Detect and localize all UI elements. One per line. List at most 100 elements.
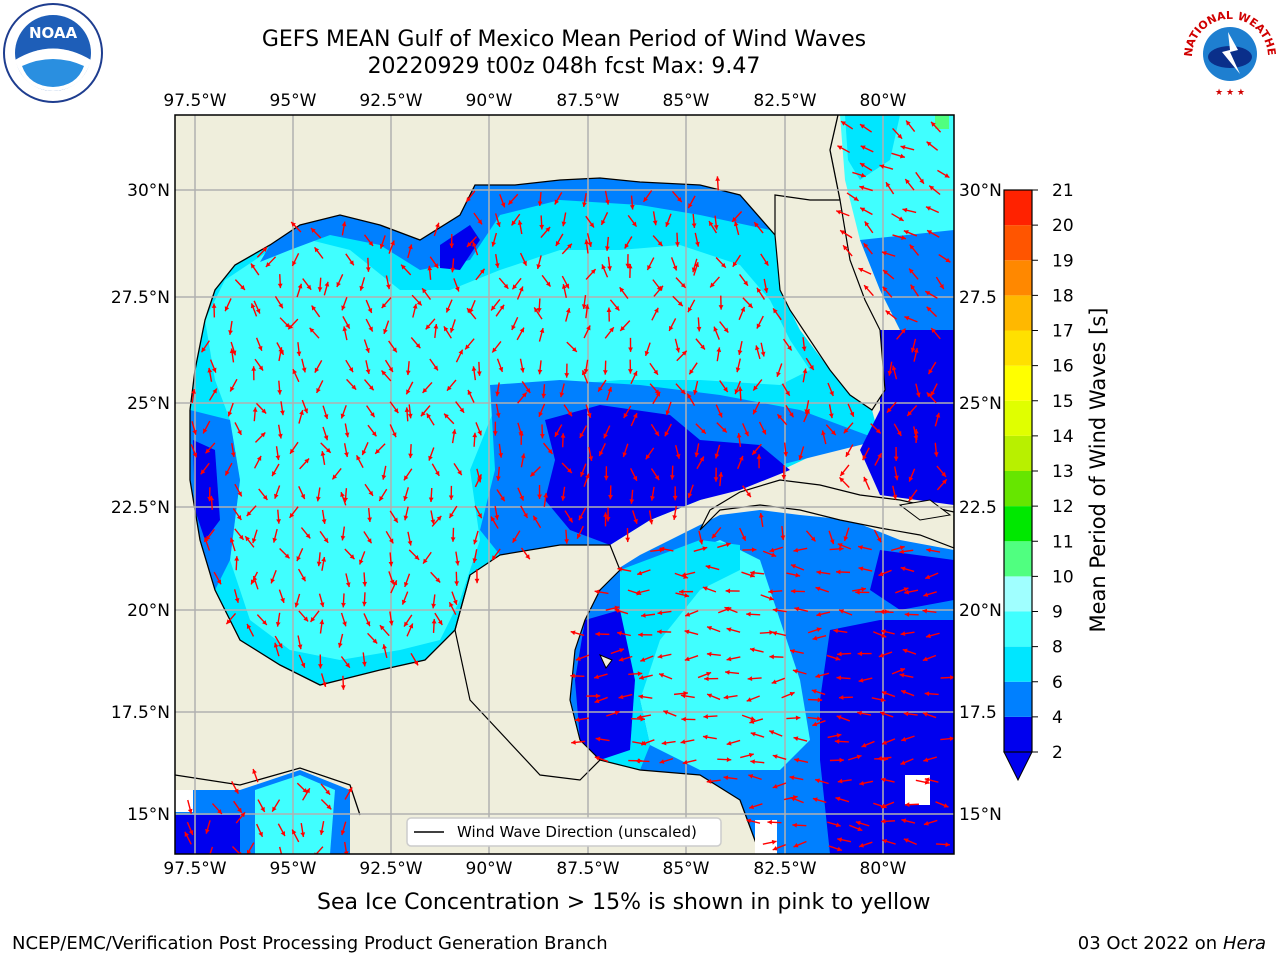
lat-label-right: 25°N bbox=[959, 394, 1002, 414]
wave-direction-arrow bbox=[926, 391, 937, 404]
wave-direction-arrow bbox=[389, 401, 399, 414]
wave-direction-arrow bbox=[696, 317, 702, 332]
wave-direction-arrow bbox=[605, 507, 611, 522]
wave-direction-arrow bbox=[298, 409, 304, 424]
wave-direction-arrow bbox=[601, 264, 609, 278]
wave-direction-arrow bbox=[638, 674, 653, 680]
wave-direction-arrow bbox=[273, 642, 280, 657]
wave-direction-arrow bbox=[910, 284, 920, 297]
wave-direction-arrow bbox=[451, 591, 458, 605]
wave-direction-arrow bbox=[781, 465, 787, 480]
wave-direction-arrow bbox=[407, 244, 413, 259]
wave-direction-arrow bbox=[904, 589, 919, 595]
wave-direction-arrow bbox=[554, 191, 563, 205]
lon-label-bottom: 97.5°W bbox=[163, 859, 226, 879]
wave-direction-arrow bbox=[320, 783, 331, 796]
wave-direction-arrow bbox=[618, 655, 633, 662]
wave-direction-arrow bbox=[302, 278, 312, 291]
wave-direction-arrow bbox=[913, 347, 919, 362]
wave-direction-arrow bbox=[388, 340, 398, 353]
wave-direction-arrow bbox=[885, 181, 895, 195]
wave-direction-arrow bbox=[403, 573, 411, 588]
wave-direction-arrow bbox=[742, 485, 752, 498]
wave-direction-arrow bbox=[924, 290, 938, 299]
wave-direction-arrow bbox=[251, 366, 257, 381]
wave-direction-arrow bbox=[793, 736, 808, 742]
wave-direction-arrow bbox=[935, 842, 951, 847]
wave-direction-arrow bbox=[937, 169, 950, 179]
wave-direction-arrow bbox=[671, 191, 683, 203]
wave-direction-arrow bbox=[271, 463, 280, 477]
wave-direction-arrow bbox=[429, 256, 439, 269]
wave-direction-arrow bbox=[228, 320, 233, 335]
colorbar-tick: 9 bbox=[1052, 603, 1063, 623]
wave-direction-arrow bbox=[537, 484, 542, 499]
wave-direction-arrow bbox=[252, 575, 259, 590]
wave-direction-arrow bbox=[227, 402, 234, 417]
wave-direction-arrow bbox=[859, 207, 873, 216]
colorbar-segment bbox=[1004, 716, 1032, 752]
credit-text: NCEP/EMC/Verification Post Processing Pr… bbox=[12, 933, 608, 954]
wave-direction-arrow bbox=[575, 654, 590, 661]
wave-direction-arrow bbox=[910, 338, 917, 353]
wave-direction-arrow bbox=[317, 277, 323, 292]
wave-direction-arrow bbox=[595, 631, 610, 637]
wave-direction-arrow bbox=[536, 298, 542, 313]
noaa-logo-icon: NOAA bbox=[3, 3, 103, 103]
legend-label: Wind Wave Direction (unscaled) bbox=[457, 823, 697, 841]
wave-direction-arrow bbox=[255, 402, 267, 414]
wave-direction-arrow bbox=[746, 818, 761, 824]
svg-text:★ ★ ★: ★ ★ ★ bbox=[1215, 88, 1245, 98]
wave-direction-arrow bbox=[580, 463, 587, 477]
wave-direction-arrow bbox=[343, 443, 349, 458]
nws-logo-icon: NATIONAL WEATHER SERVICE ★ ★ ★ bbox=[1180, 2, 1278, 99]
wave-direction-arrow bbox=[899, 672, 914, 678]
wave-direction-arrow bbox=[616, 631, 631, 637]
wave-direction-arrow bbox=[706, 778, 721, 784]
wave-direction-arrow bbox=[772, 782, 787, 789]
wave-direction-arrow bbox=[837, 543, 852, 550]
wave-direction-arrow bbox=[858, 267, 872, 275]
wave-direction-arrow bbox=[363, 531, 373, 544]
wave-direction-arrow bbox=[879, 164, 894, 170]
wave-direction-arrow bbox=[494, 213, 501, 228]
wave-direction-arrow bbox=[763, 278, 769, 293]
wave-direction-arrow bbox=[543, 492, 548, 507]
wave-direction-arrow bbox=[675, 592, 690, 598]
wave-direction-arrow bbox=[622, 443, 629, 458]
wave-direction-arrow bbox=[652, 211, 658, 226]
wave-direction-arrow bbox=[455, 401, 465, 414]
wave-direction-arrow bbox=[628, 337, 633, 352]
wave-direction-arrow bbox=[769, 546, 784, 553]
wave-direction-arrow bbox=[923, 756, 937, 763]
wave-direction-arrow bbox=[881, 251, 896, 257]
wave-direction-arrow bbox=[807, 627, 822, 634]
wave-direction-arrow bbox=[300, 527, 311, 539]
coastline bbox=[829, 115, 841, 201]
wave-direction-arrow bbox=[340, 612, 347, 627]
wave-direction-arrow bbox=[714, 444, 721, 459]
date-text: 03 Oct 2022 on Hera bbox=[1077, 933, 1266, 954]
wave-direction-arrow bbox=[926, 547, 941, 553]
wave-direction-arrow bbox=[229, 378, 238, 392]
lon-label-bottom: 85°W bbox=[663, 859, 710, 879]
wave-direction-arrow bbox=[405, 361, 411, 376]
lon-label-top: 80°W bbox=[860, 91, 907, 111]
lat-label-right: 15°N bbox=[959, 805, 1002, 825]
colorbar-segment bbox=[1004, 471, 1032, 507]
wave-direction-arrow bbox=[863, 242, 873, 255]
wave-direction-arrow bbox=[738, 306, 746, 321]
wave-direction-arrow bbox=[750, 731, 765, 738]
wave-direction-arrow bbox=[861, 740, 875, 748]
wave-direction-arrow bbox=[857, 545, 872, 551]
wave-direction-arrow bbox=[320, 798, 332, 810]
wave-direction-arrow bbox=[771, 630, 786, 637]
gulf-west-dark bbox=[193, 440, 220, 540]
wave-direction-arrow bbox=[638, 694, 653, 700]
latitude-labels-left: 30°N 27.5°N 25°N 22.5°N 20°N 17.5°N 15°N bbox=[111, 181, 170, 825]
wave-direction-arrow bbox=[340, 526, 346, 541]
wave-direction-arrow bbox=[430, 571, 441, 583]
wave-direction-arrow bbox=[359, 277, 366, 291]
wave-direction-arrow bbox=[270, 570, 277, 584]
wave-direction-arrow bbox=[922, 608, 937, 614]
